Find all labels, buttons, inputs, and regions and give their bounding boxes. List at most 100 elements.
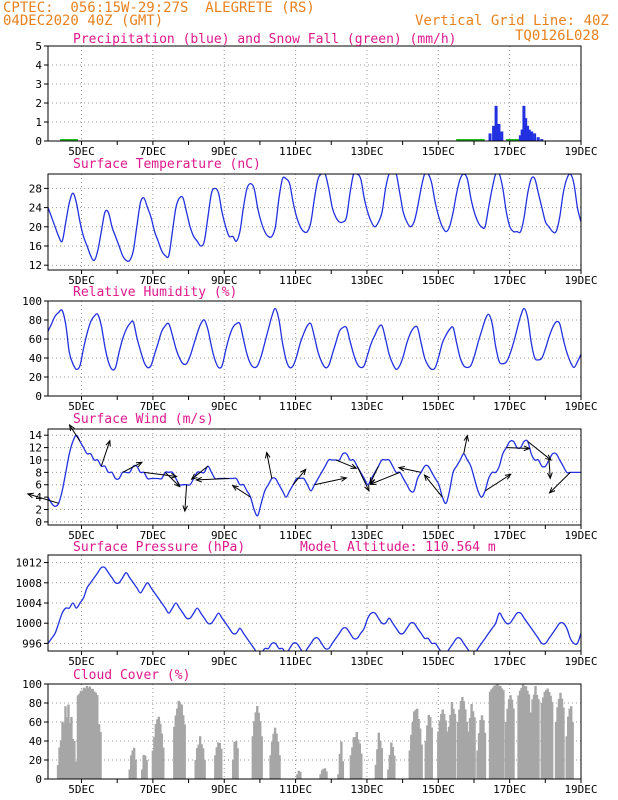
cloud-bar (535, 694, 539, 779)
cloud-bar (140, 769, 144, 779)
cloud-bar (198, 736, 202, 779)
x-tick-label: 11DEC (279, 529, 312, 542)
wind-arrow-head (545, 454, 553, 461)
cloud-bar (540, 703, 543, 779)
cloud-bar (417, 719, 420, 779)
cloud-bar (131, 750, 134, 779)
wind-arrow (232, 485, 251, 498)
wind-arrow (370, 471, 400, 485)
precip-bar (527, 129, 531, 141)
panel-frame (47, 683, 582, 780)
y-tick-label: 0 (35, 773, 42, 786)
cloud-bar (93, 691, 96, 779)
x-tick-label: 9DEC (211, 655, 238, 668)
cloud-bar (379, 740, 382, 779)
x-tick-label: 5DEC (68, 529, 95, 542)
wind-arrow (69, 424, 81, 442)
cloud-bar (59, 740, 63, 779)
cloud-bar (499, 685, 502, 779)
cloud-bar (354, 736, 357, 779)
header-date: 04DEC2020 40Z (GMT) (3, 13, 164, 29)
cloud-bar (177, 700, 180, 779)
cloud-bar (340, 741, 343, 779)
cloud-bar (477, 733, 481, 779)
cloud-bar (64, 706, 67, 779)
cloud-bar (393, 755, 396, 779)
wind-arrow (143, 471, 177, 477)
panel-data-3 (26, 423, 581, 517)
cloud-bar (427, 714, 430, 779)
wind-arrow-head (231, 484, 239, 491)
cloud-bar (523, 685, 526, 779)
cloud-bar (325, 771, 328, 779)
cloud-bar (174, 715, 177, 779)
cloud-bar (358, 743, 362, 779)
cloud-bar (480, 715, 484, 779)
cloud-bar (557, 698, 561, 779)
panel-frame (47, 554, 582, 652)
panel-frame (47, 428, 582, 526)
wind-arrow (463, 435, 468, 454)
y-tick-label: 12 (29, 442, 42, 455)
y-tick-label: 8 (35, 466, 42, 479)
cloud-bar (157, 716, 161, 779)
cloud-bar (458, 709, 461, 779)
precip-bar (524, 118, 528, 141)
x-tick-label: 9DEC (211, 145, 238, 158)
wind-arrow-head (369, 479, 377, 485)
precip-bar (522, 105, 526, 141)
wind-arrow-head (264, 451, 271, 459)
cloud-bar (231, 760, 235, 779)
cloud-bar (426, 725, 429, 779)
y-tick-label: 80 (29, 697, 42, 710)
cloud-bar (562, 707, 565, 779)
y-tick-label: 100 (22, 295, 42, 308)
x-tick-label: 15DEC (422, 783, 455, 796)
cloud-bar (273, 727, 277, 779)
y-tick-label: 1004 (16, 597, 43, 610)
y-tick-label: 0 (35, 135, 42, 148)
wind-arrow-head (182, 505, 188, 513)
cloud-bar (547, 691, 551, 779)
cloud-bar (96, 695, 99, 779)
cloud-bar (299, 771, 302, 779)
cloud-bar (559, 692, 562, 779)
wind-arrow-head (300, 468, 307, 476)
cloud-bar (490, 689, 493, 779)
cloud-bar (462, 701, 466, 779)
panel-data-0 (60, 105, 544, 141)
wind-arrow (527, 440, 552, 461)
wind-arrow-head (190, 473, 198, 480)
cloud-bar (233, 741, 236, 779)
y-tick-label: 2 (35, 504, 42, 517)
x-tick-label: 15DEC (422, 145, 455, 158)
cloud-bar (156, 719, 159, 779)
cloud-bar (476, 750, 479, 779)
panel-1 (44, 173, 582, 274)
wind-arrow (314, 477, 347, 486)
x-tick-label: 7DEC (140, 400, 167, 413)
cloud-bar (569, 706, 573, 779)
model-altitude-annotation: Model Altitude: 110.564 m (300, 540, 496, 555)
wind-arrow-head (504, 473, 512, 480)
y-tick-label: 16 (29, 240, 42, 253)
cloud-bar (496, 684, 499, 779)
y-tick-label: 5 (35, 40, 42, 53)
x-tick-label: 7DEC (140, 274, 167, 287)
cloud-bar (537, 699, 540, 779)
x-tick-label: 9DEC (211, 400, 238, 413)
cloud-bar (256, 705, 259, 779)
cloud-bar (153, 737, 156, 779)
cloud-bar (154, 724, 158, 779)
cloud-bar (468, 717, 472, 779)
cloud-bar (355, 731, 359, 779)
wind-arrow-head (369, 477, 376, 485)
cloud-bar (159, 723, 162, 779)
cloud-bar (351, 747, 354, 779)
cloud-bar (415, 708, 419, 779)
cloud-bar (90, 688, 93, 779)
cloud-bar (99, 732, 102, 779)
x-tick-label: 19DEC (564, 783, 597, 796)
precip-bar (494, 105, 498, 141)
cloud-bar (74, 761, 78, 779)
